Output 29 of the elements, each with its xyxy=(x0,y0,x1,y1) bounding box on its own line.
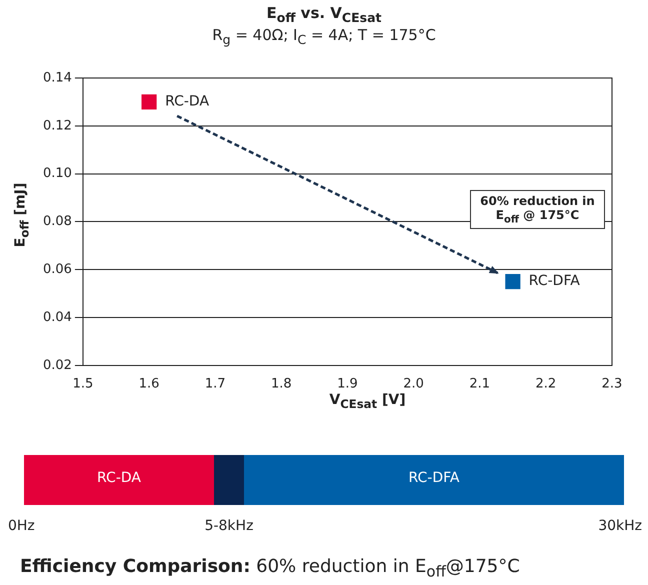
y-tick-label: 0.10 xyxy=(42,166,72,182)
x-tick-label: 1.7 xyxy=(204,376,226,392)
text: 30kHz xyxy=(598,518,642,534)
x-tick-label: 2.3 xyxy=(602,376,622,392)
chart-title: E$_{off}$ vs. V$_{CEsat}$ xyxy=(265,4,382,25)
x-axis-title: V$_{CEsat}$ [V] xyxy=(328,392,407,411)
annotation: 60% reduction in E$_{off}$ @ 175°C xyxy=(470,190,605,230)
text: 60% reduction in E$_{off}$@175°C xyxy=(256,556,520,581)
y-tick-label: 0.14 xyxy=(42,70,72,86)
x-tick-label: 2.0 xyxy=(403,376,424,392)
x-tick-label: 1.8 xyxy=(270,376,292,392)
text: Efficiency Comparison: xyxy=(20,556,250,577)
text: RC-DA xyxy=(96,470,142,486)
x-tick-label: 2.1 xyxy=(469,376,490,392)
text: RC-DFA xyxy=(408,470,460,486)
chart-subtitle: R$_{g}$ = 40Ω; I$_{C}$ = 4A; T = 175°C xyxy=(211,26,437,47)
x-tick-label: 2.2 xyxy=(536,376,556,392)
x-tick-label: 1.6 xyxy=(138,376,160,392)
x-tick-label: 1.5 xyxy=(72,376,94,392)
text: 5-8kHz xyxy=(204,518,254,534)
text: 0Hz xyxy=(8,518,35,534)
x-tick-label: 1.9 xyxy=(337,376,358,392)
y-tick-label: 0.04 xyxy=(42,310,72,325)
y-tick-label: 0.08 xyxy=(42,214,72,230)
series-label: RC-DA xyxy=(165,94,210,110)
y-tick-label: 0.02 xyxy=(42,358,72,373)
y-tick-label: 0.06 xyxy=(42,262,72,277)
y-tick-label: 0.12 xyxy=(42,118,72,134)
series-label: RC-DFA xyxy=(528,273,580,290)
